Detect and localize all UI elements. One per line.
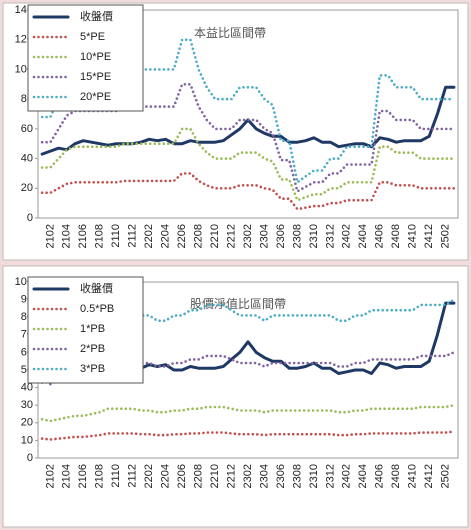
legend-label: 5*PE <box>80 31 105 43</box>
x-tick-label: 2104 <box>61 224 73 248</box>
x-tick-label: 2312 <box>324 464 336 488</box>
x-tick-label: 2202 <box>143 464 155 488</box>
y-tick-label: 0 <box>27 212 33 224</box>
x-tick-label: 2412 <box>423 464 435 488</box>
x-tick-label: 2110 <box>110 464 122 488</box>
x-tick-label: 2402 <box>341 464 353 488</box>
x-tick-label: 2312 <box>324 224 336 248</box>
y-tick-label: 20 <box>21 182 33 194</box>
x-tick-label: 2308 <box>291 224 303 248</box>
y-tick-label: 40 <box>21 382 33 394</box>
x-tick-label: 2206 <box>176 224 188 248</box>
y-tick-label: 30 <box>21 399 33 411</box>
x-tick-label: 2410 <box>407 224 419 248</box>
legend-label: 收盤價 <box>80 9 113 23</box>
annotation: 股價淨值比區間帶 <box>190 296 286 311</box>
legend-label: 10*PE <box>80 51 111 63</box>
legend-label: 1*PB <box>80 323 105 335</box>
x-tick-label: 2302 <box>242 224 254 248</box>
x-tick-label: 2212 <box>225 224 237 248</box>
x-tick-label: 2408 <box>390 464 402 488</box>
x-tick-label: 2112 <box>127 224 139 248</box>
y-tick-label: 60 <box>21 123 33 135</box>
x-tick-label: 2204 <box>160 464 172 488</box>
x-tick-label: 2106 <box>77 464 89 488</box>
legend-label: 2*PB <box>80 343 105 355</box>
x-tick-label: 2304 <box>258 224 270 248</box>
x-tick-label: 2208 <box>192 464 204 488</box>
x-tick-label: 2206 <box>176 464 188 488</box>
x-tick-label: 2502 <box>440 224 452 248</box>
x-tick-label: 2412 <box>423 224 435 248</box>
x-tick-label: 2212 <box>225 464 237 488</box>
x-tick-label: 2404 <box>357 464 369 488</box>
y-tick-label: 20 <box>21 417 33 429</box>
x-tick-label: 2310 <box>308 464 320 488</box>
x-tick-label: 2210 <box>209 224 221 248</box>
x-tick-label: 2108 <box>94 224 106 248</box>
x-tick-label: 2204 <box>160 224 172 248</box>
series-line <box>40 430 456 441</box>
legend-label: 15*PE <box>80 71 111 83</box>
x-tick-label: 2102 <box>44 464 56 488</box>
x-tick-label: 2302 <box>242 464 254 488</box>
legend-label: 20*PE <box>80 91 111 103</box>
x-tick-label: 2306 <box>275 224 287 248</box>
legend-label: 3*PB <box>80 363 105 375</box>
x-tick-label: 2106 <box>77 224 89 248</box>
x-tick-label: 2308 <box>291 464 303 488</box>
series-line <box>40 127 456 202</box>
x-tick-label: 2108 <box>94 464 106 488</box>
y-tick-label: 0 <box>27 452 33 464</box>
y-tick-label: 40 <box>21 152 33 164</box>
x-tick-label: 2202 <box>143 224 155 248</box>
series-line <box>40 403 456 423</box>
x-tick-label: 2208 <box>192 224 204 248</box>
x-tick-label: 2404 <box>357 224 369 248</box>
x-tick-label: 2306 <box>275 464 287 488</box>
x-tick-label: 2410 <box>407 464 419 488</box>
annotation: 本益比區間帶 <box>194 26 266 40</box>
x-tick-label: 2104 <box>61 464 73 488</box>
x-tick-label: 2210 <box>209 464 221 488</box>
x-tick-label: 2110 <box>110 224 122 248</box>
legend-label: 0.5*PB <box>80 303 114 315</box>
x-tick-label: 2112 <box>127 464 139 488</box>
series-line <box>40 172 456 211</box>
x-tick-label: 2502 <box>440 464 452 488</box>
x-tick-label: 2402 <box>341 224 353 248</box>
x-tick-label: 2406 <box>374 224 386 248</box>
x-tick-label: 2408 <box>390 224 402 248</box>
panel <box>2 265 469 528</box>
legend-label: 收盤價 <box>80 281 113 295</box>
x-tick-label: 2102 <box>44 224 56 248</box>
x-tick-label: 2406 <box>374 464 386 488</box>
x-tick-label: 2310 <box>308 224 320 248</box>
x-tick-label: 2304 <box>258 464 270 488</box>
y-tick-label: 10 <box>21 434 33 446</box>
plot-area <box>37 9 459 219</box>
